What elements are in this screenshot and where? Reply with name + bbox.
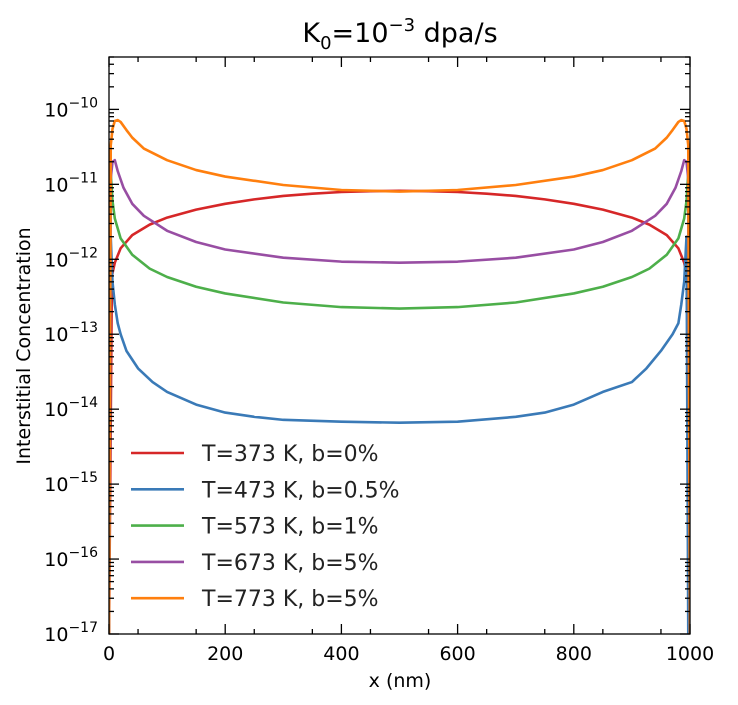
legend-label-2: T=473 K, b=0.5% (201, 478, 400, 503)
legend-label-5: T=773 K, b=5% (201, 587, 379, 612)
y-tick-label-3: 10−14 (44, 395, 98, 421)
legend-label-3: T=573 K, b=1% (201, 515, 379, 540)
series-line-1 (109, 189, 690, 634)
x-axis-label: x (nm) (369, 670, 432, 692)
y-tick-labels: 10−17 10−16 10−15 10−14 10−13 10−12 10−11 10−10 (44, 95, 98, 646)
series-line-4 (109, 158, 690, 634)
plot-frame (108, 56, 691, 635)
series-lines (109, 118, 690, 634)
series-line-3 (109, 172, 690, 634)
y-axis-label: Interstitial Concentration (13, 227, 35, 464)
x-tick-label-1: 200 (207, 643, 243, 665)
x-tick-label-2: 400 (323, 643, 359, 665)
x-tick-label-5: 1000 (666, 643, 714, 665)
x-tick-labels: 0 200 400 600 800 1000 (103, 643, 714, 665)
x-tick-label-0: 0 (103, 643, 115, 665)
legend: T=373 K, b=0% T=473 K, b=0.5% T=573 K, b=1… (131, 442, 400, 612)
x-tick-label-4: 800 (556, 643, 592, 665)
y-tick-label-6: 10−11 (44, 170, 98, 196)
series-line-2 (109, 235, 690, 634)
y-tick-label-2: 10−15 (44, 470, 98, 496)
axis-ticks (108, 56, 691, 635)
series-line-5 (109, 118, 690, 634)
y-tick-label-4: 10−13 (44, 320, 98, 346)
y-tick-label-0: 10−17 (44, 620, 98, 646)
y-tick-label-1: 10−16 (44, 545, 98, 571)
legend-label-1: T=373 K, b=0% (201, 442, 379, 467)
y-tick-label-7: 10−10 (44, 95, 98, 121)
x-tick-label-3: 600 (439, 643, 475, 665)
chart-title: K0=10−3 dpa/s (302, 15, 497, 54)
legend-label-4: T=673 K, b=5% (201, 551, 379, 576)
y-tick-label-5: 10−12 (44, 245, 98, 271)
